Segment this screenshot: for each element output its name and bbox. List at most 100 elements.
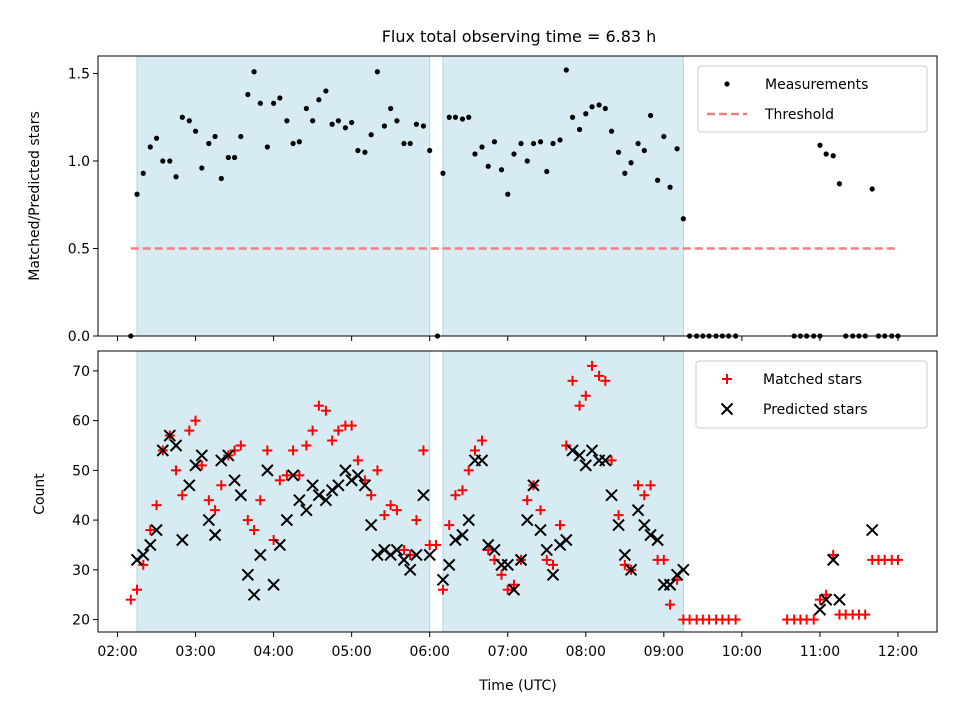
- predicted-star-marker-b: [403, 563, 417, 577]
- matched-star-point: [313, 400, 324, 411]
- measurement-point: [446, 114, 452, 120]
- measurement-point: [257, 100, 263, 106]
- matched-star-point: [294, 470, 305, 481]
- predicted-star-point: [390, 543, 404, 557]
- measurement-point: [869, 186, 875, 192]
- measurement-point: [544, 168, 550, 175]
- matched-star-point: [508, 579, 519, 590]
- measurement-point: [303, 105, 309, 112]
- predicted-star-point: [462, 513, 475, 527]
- measurement-point: [284, 118, 290, 124]
- predicted-star-point: [540, 543, 553, 557]
- predicted-star-point: [527, 479, 540, 492]
- observing-window-shade: [136, 55, 431, 337]
- predicted-star-point: [819, 593, 833, 606]
- measurement-point: [498, 167, 505, 173]
- predicted-star-marker-b: [312, 489, 326, 502]
- predicted-star-marker-b: [605, 489, 618, 502]
- matched-star-point: [411, 515, 422, 526]
- measurement-point: [654, 177, 661, 183]
- predicted-star-point: [624, 563, 638, 577]
- legend-threshold-label: Threshold: [764, 107, 834, 123]
- measurement-point: [667, 184, 673, 190]
- measurement-point: [823, 151, 829, 157]
- predicted-star-marker-b: [866, 523, 879, 537]
- predicted-star-point: [150, 523, 163, 537]
- predicted-star-point: [677, 563, 690, 577]
- matched-star-point: [541, 554, 552, 565]
- top-legend-box: [697, 65, 928, 133]
- predicted-star-marker-b: [202, 513, 216, 527]
- predicted-star-marker-b: [261, 464, 274, 477]
- predicted-star-point: [521, 513, 534, 527]
- predicted-star-point: [137, 548, 150, 562]
- measurement-point: [459, 116, 466, 122]
- predicted-star-point: [566, 444, 579, 457]
- predicted-star-marker-b: [332, 479, 345, 492]
- matched-star-point: [288, 445, 299, 456]
- matched-star-point: [385, 500, 396, 511]
- measurement-point: [550, 140, 556, 147]
- predicted-star-marker-b: [234, 489, 248, 502]
- measurement-point: [420, 123, 427, 129]
- measurement-point: [349, 119, 355, 126]
- predicted-star-point: [456, 528, 469, 542]
- bottom-y-axis-label: Count: [32, 473, 48, 515]
- predicted-star-point: [351, 469, 365, 482]
- measurement-point: [485, 163, 491, 169]
- legend-predicted-marker: [720, 402, 734, 416]
- matched-star-point: [600, 375, 611, 386]
- predicted-star-marker-b: [813, 603, 827, 616]
- x-tick-label: 03:00: [175, 644, 215, 660]
- measurement-point: [212, 133, 218, 140]
- matched-star-point: [658, 554, 669, 565]
- predicted-star-point: [176, 533, 189, 547]
- predicted-star-marker-b: [144, 538, 157, 552]
- x-tick-label: 04:00: [253, 644, 293, 660]
- predicted-star-point: [273, 538, 287, 552]
- measurement-point: [491, 139, 498, 145]
- bottom-y-tick-label: 40: [72, 513, 90, 529]
- predicted-star-marker-b: [638, 518, 651, 532]
- predicted-star-point: [618, 548, 632, 562]
- predicted-star-point: [202, 513, 216, 527]
- predicted-star-point: [267, 578, 280, 591]
- predicted-star-point: [195, 449, 209, 462]
- predicted-star-point: [488, 543, 501, 557]
- top-panel: 0.0 0.5 1.0 1.5 Matched/Predicted stars Mea…: [27, 55, 938, 345]
- predicted-star-point: [663, 578, 677, 591]
- predicted-star-point: [501, 558, 514, 572]
- matched-star-point: [405, 549, 416, 560]
- measurement-point: [401, 140, 407, 147]
- measurement-point: [452, 114, 459, 120]
- matched-star-point: [366, 490, 377, 501]
- bottom-y-tick-label: 20: [72, 613, 90, 629]
- matched-star-point: [613, 510, 624, 521]
- measurement-point: [335, 118, 341, 124]
- predicted-star-marker-b: [612, 518, 625, 532]
- matched-star-point: [860, 609, 871, 620]
- matched-star-point: [177, 490, 188, 501]
- predicted-star-marker-b: [423, 548, 436, 562]
- matched-star-point: [522, 495, 533, 506]
- predicted-star-marker-b: [417, 489, 430, 502]
- predicted-star-marker-b: [208, 528, 222, 542]
- legend-predicted-label: Predicted stars: [763, 402, 868, 418]
- observing-window-shade: [136, 350, 431, 633]
- predicted-star-marker-b: [560, 533, 573, 547]
- predicted-star-point: [826, 553, 840, 567]
- predicted-star-marker-b: [150, 523, 163, 537]
- predicted-star-point: [585, 444, 599, 457]
- matched-star-point: [645, 480, 656, 491]
- measurement-point: [635, 140, 641, 147]
- matched-star-point: [184, 425, 195, 436]
- matched-star-point: [333, 425, 344, 436]
- predicted-star-point: [612, 518, 625, 532]
- predicted-star-marker-b: [339, 464, 352, 477]
- top-y-tick-label: 0.0: [68, 329, 90, 345]
- predicted-star-marker-b: [189, 459, 202, 472]
- matched-star-point: [450, 490, 461, 501]
- predicted-star-point: [813, 603, 827, 616]
- matched-star-point: [808, 614, 819, 625]
